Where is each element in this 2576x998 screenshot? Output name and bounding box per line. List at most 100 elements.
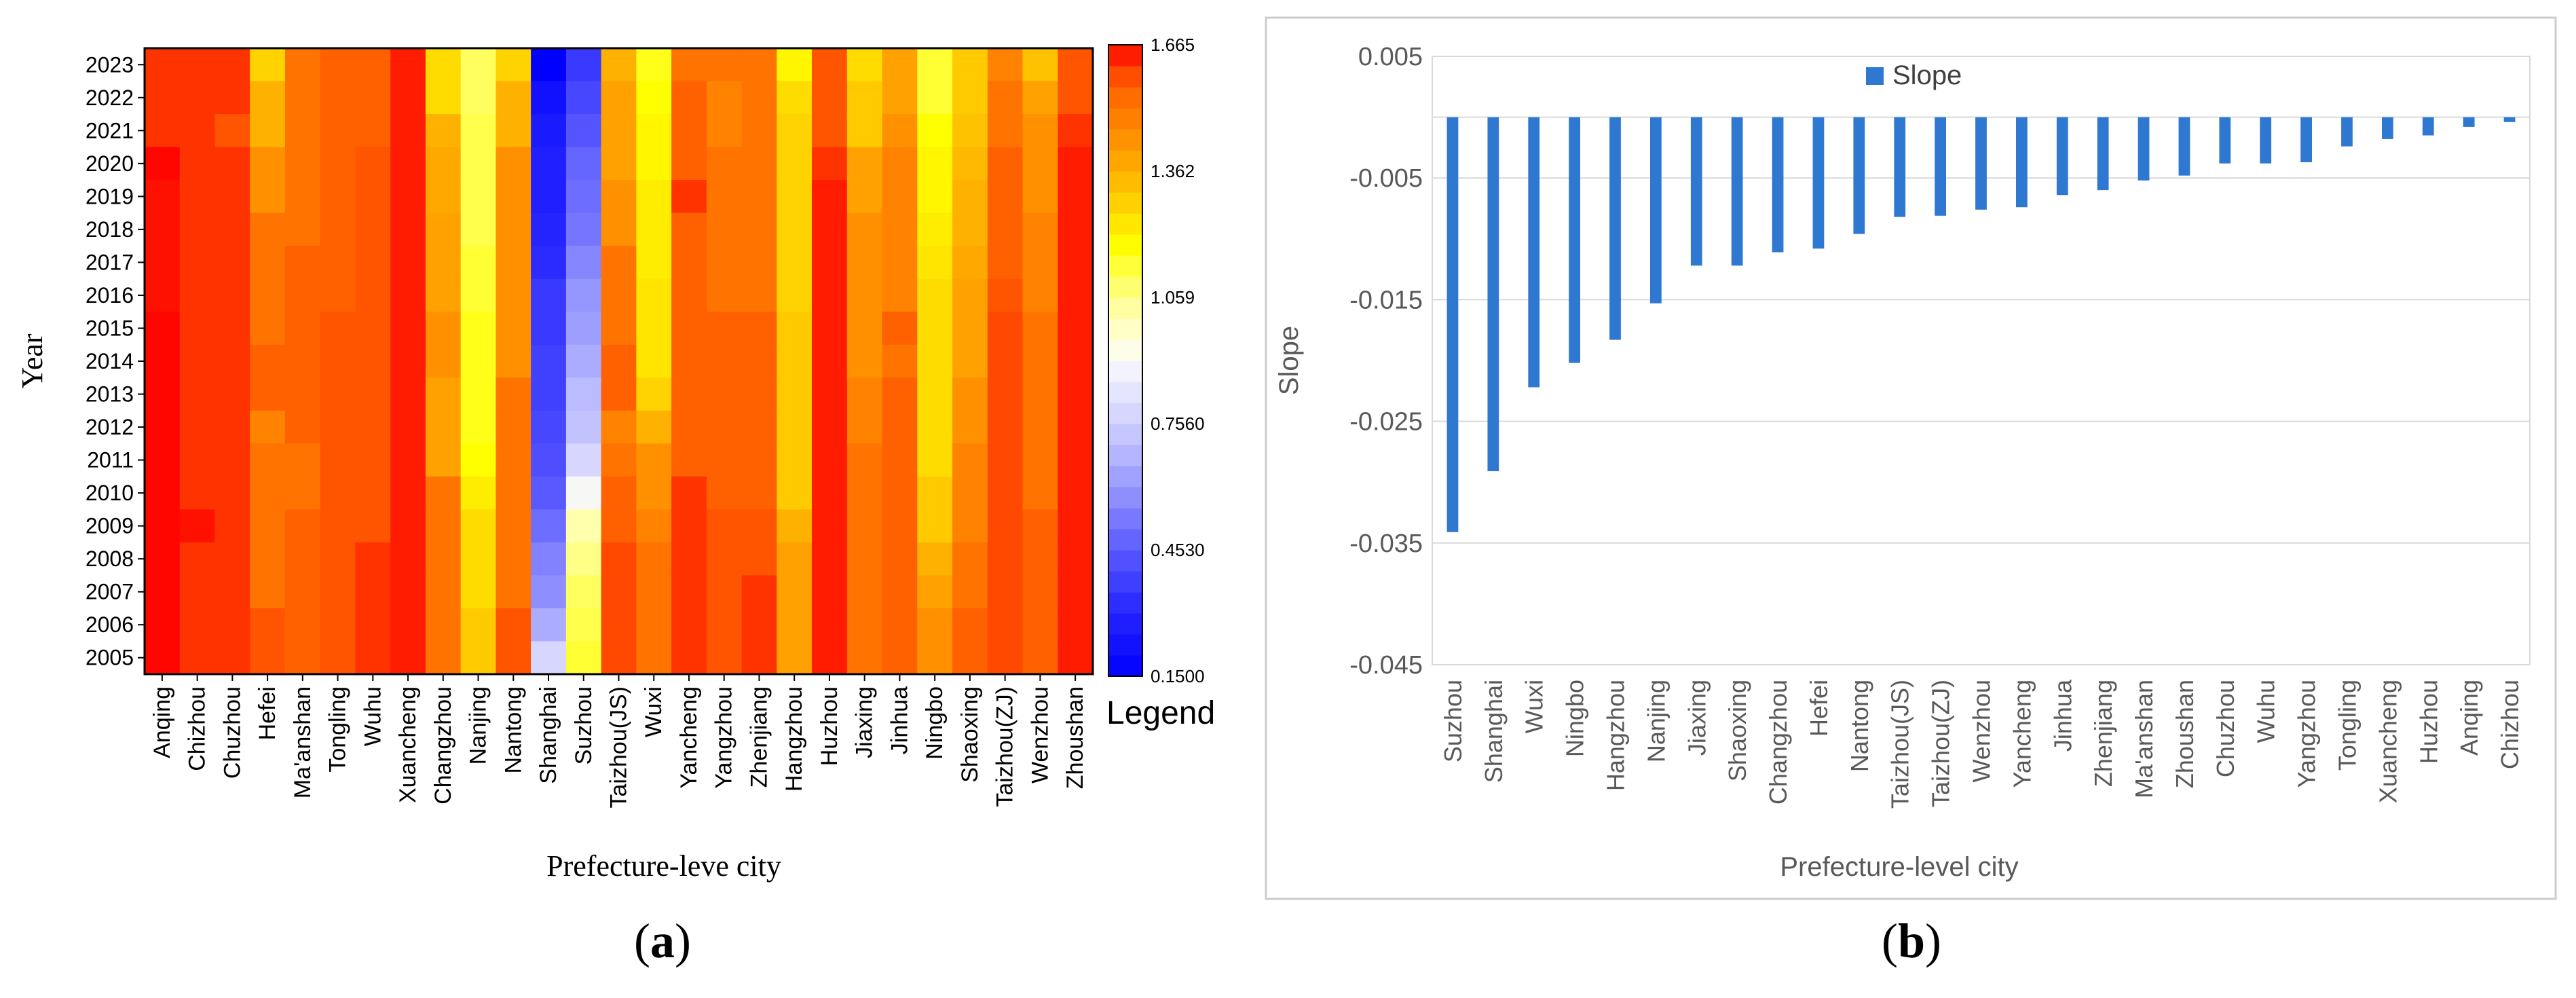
heatmap-cell	[496, 114, 531, 148]
heatmap-cell	[846, 147, 883, 181]
heatmap-y-tick-label: 2013	[86, 382, 134, 407]
heatmap-cell	[460, 575, 497, 609]
heatmap-cell	[1058, 575, 1094, 609]
heatmap-cell	[320, 246, 356, 280]
heatmap-cell	[952, 443, 988, 477]
heatmap-cell	[1022, 147, 1058, 181]
heatmap-cell	[425, 509, 462, 543]
heatmap-cell	[952, 212, 988, 246]
heatmap-x-tick-label: Jiaxing	[852, 686, 878, 758]
heatmap-cell	[917, 344, 953, 378]
heatmap-cell	[777, 542, 813, 576]
heatmap-x-tick-label: Yancheng	[676, 686, 702, 789]
heatmap-cell	[1058, 114, 1094, 148]
heatmap-cell	[741, 443, 777, 477]
heatmap-cell	[1058, 608, 1094, 642]
heatmap-cell	[250, 542, 286, 576]
heatmap-cell	[812, 147, 848, 181]
heatmap-cell	[390, 180, 426, 214]
heatmap-cell	[284, 509, 321, 543]
heatmap-cell	[812, 212, 848, 246]
heatmap-cell	[882, 542, 918, 576]
heatmap-cell	[741, 81, 777, 115]
colorbar-block	[1108, 108, 1142, 130]
heatmap-cell	[812, 509, 848, 543]
heatmap-cell	[320, 212, 356, 246]
heatmap-cell	[390, 344, 426, 378]
heatmap-cell	[250, 114, 286, 148]
slope-bar	[1609, 117, 1621, 340]
heatmap-cell	[671, 114, 707, 148]
heatmap-cell	[355, 509, 391, 543]
heatmap-cell	[565, 81, 602, 115]
heatmap-cell	[496, 147, 531, 181]
colorbar-block	[1108, 361, 1142, 382]
heatmap-cell	[1022, 278, 1058, 312]
heatmap-cell	[636, 542, 672, 576]
heatmap-cell	[987, 542, 1024, 576]
colorbar-block	[1108, 150, 1142, 172]
heatmap-cell	[565, 641, 602, 675]
heatmap-cell	[812, 575, 848, 609]
heatmap-cell	[250, 81, 286, 115]
heatmap-cell	[917, 278, 953, 312]
colorbar-block	[1108, 339, 1142, 361]
heatmap-cell	[671, 212, 707, 246]
slope-x-tick-label: Wuxi	[1520, 680, 1548, 733]
heatmap-cell	[531, 476, 567, 510]
heatmap-cell	[952, 312, 988, 346]
heatmap-x-tick-label: Anqing	[149, 686, 175, 758]
panel-label-b-letter: b	[1898, 914, 1925, 968]
heatmap-cell	[250, 410, 286, 444]
heatmap-cell	[496, 410, 531, 444]
heatmap-cell	[214, 147, 250, 181]
heatmap-cell	[882, 344, 918, 378]
heatmap-cell	[390, 278, 426, 312]
heatmap-cell	[636, 476, 672, 510]
heatmap-y-tick-label: 2007	[86, 580, 134, 604]
heatmap-cell	[846, 542, 883, 576]
heatmap-cell	[390, 476, 426, 510]
heatmap-x-tick-label: Shaoxing	[957, 686, 983, 783]
heatmap-cell	[320, 377, 356, 411]
heatmap-cell	[1022, 443, 1058, 477]
heatmap-cell	[214, 443, 250, 477]
heatmap-cell	[284, 312, 321, 346]
slope-x-tick-label: Wuhu	[2252, 680, 2280, 743]
heatmap-cell	[671, 476, 707, 510]
heatmap-cell	[777, 476, 813, 510]
heatmap-cell	[601, 641, 637, 675]
heatmap-cell	[917, 246, 953, 280]
heatmap-cell	[952, 180, 988, 214]
heatmap-y-tick-label: 2011	[87, 448, 134, 473]
heatmap-y-tick-label: 2020	[86, 151, 134, 176]
slope-x-tick-label: Taizhou(ZJ)	[1927, 680, 1955, 807]
heatmap-cell	[460, 48, 497, 82]
heatmap-cell	[987, 377, 1024, 411]
heatmap-cell	[284, 344, 321, 378]
slope-bar	[2178, 117, 2190, 176]
heatmap-cell	[565, 575, 602, 609]
heatmap-cell	[1022, 312, 1058, 346]
heatmap-cell	[355, 114, 391, 148]
heatmap-y-tick-label: 2006	[86, 612, 134, 637]
heatmap-cell	[812, 542, 848, 576]
heatmap-cell	[636, 608, 672, 642]
heatmap-cell	[671, 641, 707, 675]
heatmap-cell	[671, 81, 707, 115]
heatmap-cell	[145, 180, 181, 214]
heatmap-cell	[145, 542, 181, 576]
heatmap-cell	[145, 312, 181, 346]
slope-bar	[2300, 117, 2312, 162]
heatmap-cell	[917, 81, 953, 115]
heatmap-cell	[952, 542, 988, 576]
heatmap-cell	[320, 641, 356, 675]
heatmap-cell	[460, 542, 497, 576]
heatmap-cell	[636, 509, 672, 543]
heatmap-cell	[601, 81, 637, 115]
colorbar-block	[1108, 487, 1142, 509]
heatmap-cell	[601, 509, 637, 543]
heatmap-cell	[777, 114, 813, 148]
heatmap-cell	[987, 180, 1024, 214]
